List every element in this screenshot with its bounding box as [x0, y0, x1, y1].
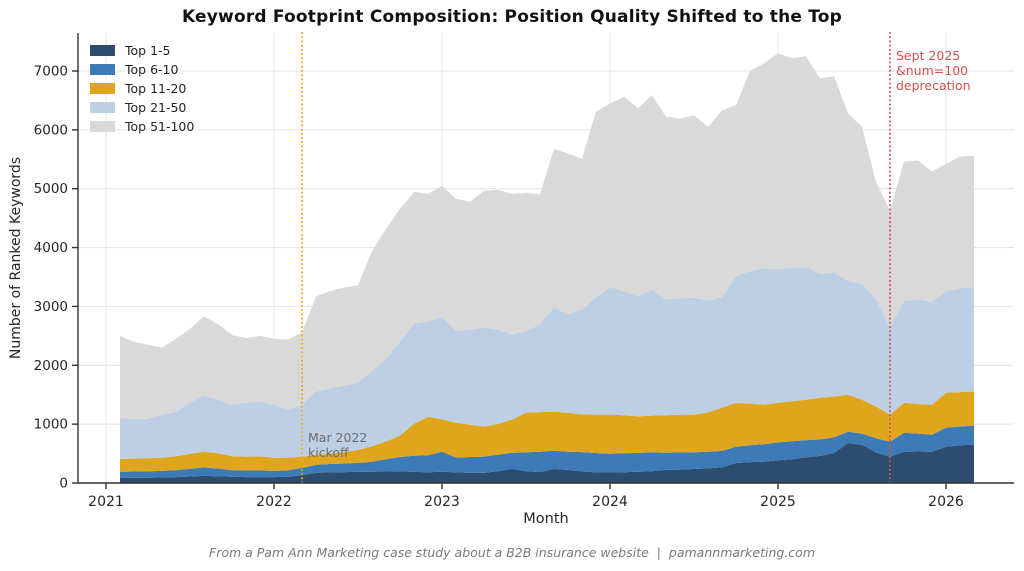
- legend-label: Top 1-5: [125, 43, 171, 58]
- legend: Top 1-5 Top 6-10 Top 11-20 Top 21-50 Top…: [90, 41, 194, 136]
- y-tick-label: 2000: [34, 358, 68, 374]
- y-tick-label: 5000: [34, 181, 68, 197]
- legend-swatch-top-21-50: [90, 102, 115, 113]
- x-tick-label: 2026: [928, 494, 964, 510]
- attribution-footer: From a Pam Ann Marketing case study abou…: [209, 545, 815, 560]
- annotation-kickoff: Mar 2022 kickoff: [308, 430, 368, 460]
- y-tick-label: 0: [59, 476, 68, 492]
- y-tick-label: 4000: [34, 240, 68, 256]
- x-tick-label: 2024: [592, 494, 628, 510]
- axes: 0 1000 2000 3000 4000 5000 6000 7000 2021 2022 202…: [34, 33, 1014, 510]
- legend-label: Top 51-100: [125, 119, 195, 134]
- chart-title: Keyword Footprint Composition: Position …: [181, 7, 843, 27]
- annotation-deprecation: Sept 2025 &num=100 deprecation: [896, 48, 971, 93]
- legend-swatch-top-51-100: [90, 121, 115, 132]
- x-tick-label: 2025: [760, 494, 796, 510]
- stacked-area-chart: 0 1000 2000 3000 4000 5000 6000 7000 2021 2022 202…: [34, 32, 1014, 510]
- legend-item-top-11-20: Top 11-20: [90, 79, 194, 98]
- legend-item-top-51-100: Top 51-100: [90, 117, 194, 136]
- legend-label: Top 11-20: [125, 81, 187, 96]
- y-tick-label: 7000: [34, 64, 68, 80]
- legend-swatch-top-6-10: [90, 64, 115, 75]
- area-band-top-11-20: [120, 391, 974, 472]
- area-band-top-51-100: [120, 53, 974, 420]
- y-tick-label: 3000: [34, 299, 68, 315]
- y-tick-label: 1000: [34, 417, 68, 433]
- legend-label: Top 21-50: [125, 100, 187, 115]
- legend-label: Top 6-10: [125, 62, 179, 77]
- x-tick-label: 2022: [256, 494, 292, 510]
- area-band-top-1-5: [120, 443, 974, 483]
- y-tick-label: 6000: [34, 122, 68, 138]
- legend-item-top-21-50: Top 21-50: [90, 98, 194, 117]
- legend-item-top-1-5: Top 1-5: [90, 41, 194, 60]
- x-tick-label: 2021: [88, 494, 124, 510]
- area-band-top-6-10: [120, 425, 974, 478]
- x-tick-label: 2023: [424, 494, 460, 510]
- stacked-areas: [120, 53, 974, 483]
- x-axis-label: Month: [523, 511, 569, 527]
- legend-swatch-top-1-5: [90, 45, 115, 56]
- legend-item-top-6-10: Top 6-10: [90, 60, 194, 79]
- legend-swatch-top-11-20: [90, 83, 115, 94]
- y-axis-label: Number of Ranked Keywords: [8, 156, 24, 360]
- area-band-top-21-50: [120, 267, 974, 459]
